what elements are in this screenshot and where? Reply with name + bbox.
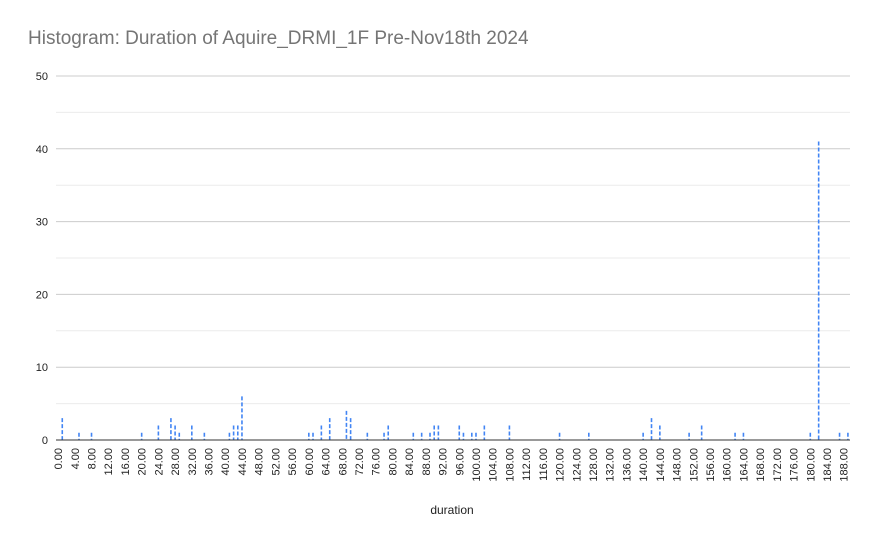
x-tick-label: 116.00 xyxy=(538,448,550,481)
x-tick-label: 84.00 xyxy=(404,448,416,476)
x-tick-label: 40.00 xyxy=(220,448,232,476)
x-tick-label: 152.00 xyxy=(688,448,700,482)
x-tick-label: 188.00 xyxy=(839,448,851,482)
x-tick-label: 48.00 xyxy=(254,448,266,476)
y-tick-label: 10 xyxy=(36,362,48,374)
x-tick-label: 72.00 xyxy=(354,448,366,476)
x-tick-label: 28.00 xyxy=(170,448,182,476)
x-tick-label: 156.00 xyxy=(705,448,717,482)
x-tick-label: 172.00 xyxy=(772,448,784,482)
x-tick-label: 80.00 xyxy=(387,448,399,476)
x-tick-label: 88.00 xyxy=(421,448,433,476)
y-tick-label: 50 xyxy=(36,71,48,83)
x-tick-label: 4.00 xyxy=(70,448,82,469)
x-tick-label: 124.00 xyxy=(571,448,583,482)
x-tick-label: 180.00 xyxy=(805,448,817,482)
x-tick-label: 16.00 xyxy=(120,448,132,476)
x-tick-label: 164.00 xyxy=(738,448,750,482)
x-tick-label: 104.00 xyxy=(488,448,500,482)
x-axis-label: duration xyxy=(430,503,473,517)
x-tick-label: 24.00 xyxy=(153,448,165,476)
x-tick-label: 52.00 xyxy=(270,448,282,476)
x-tick-label: 144.00 xyxy=(655,448,667,482)
x-tick-label: 44.00 xyxy=(237,448,249,476)
y-axis-ticks: 0 10 20 30 40 50 xyxy=(36,71,48,447)
y-tick-label: 30 xyxy=(36,217,48,229)
x-tick-label: 140.00 xyxy=(638,448,650,482)
x-tick-label: 112.00 xyxy=(521,448,533,481)
x-tick-label: 176.00 xyxy=(789,448,801,482)
x-tick-label: 20.00 xyxy=(137,448,149,476)
x-tick-label: 128.00 xyxy=(588,448,600,482)
x-tick-label: 76.00 xyxy=(371,448,383,476)
histogram-bars xyxy=(61,141,849,440)
grid-lines xyxy=(56,75,850,405)
y-tick-label: 20 xyxy=(36,289,48,301)
x-tick-label: 184.00 xyxy=(822,448,834,482)
y-tick-label: 0 xyxy=(42,435,48,447)
x-tick-label: 36.00 xyxy=(204,448,216,476)
x-axis-ticks: 0.00 4.00 8.00 12.00 16.00 20.00 24.00 28.00 32.… xyxy=(53,448,851,482)
x-tick-label: 100.00 xyxy=(471,448,483,482)
chart-title: Histogram: Duration of Aquire_DRMI_1F Pr… xyxy=(28,28,529,49)
x-tick-label: 160.00 xyxy=(722,448,734,482)
x-tick-label: 56.00 xyxy=(287,448,299,476)
x-tick-label: 168.00 xyxy=(755,448,767,482)
x-tick-label: 148.00 xyxy=(672,448,684,482)
x-tick-label: 132.00 xyxy=(605,448,617,482)
x-tick-label: 120.00 xyxy=(555,448,567,482)
x-tick-label: 60.00 xyxy=(304,448,316,476)
x-tick-label: 96.00 xyxy=(454,448,466,476)
x-tick-label: 32.00 xyxy=(187,448,199,476)
x-tick-label: 68.00 xyxy=(337,448,349,476)
x-tick-label: 92.00 xyxy=(438,448,450,476)
x-tick-label: 0.00 xyxy=(53,448,65,469)
y-tick-label: 40 xyxy=(36,144,48,156)
x-tick-label: 136.00 xyxy=(621,448,633,482)
x-tick-label: 64.00 xyxy=(321,448,333,476)
x-tick-label: 8.00 xyxy=(87,448,99,469)
x-tick-label: 108.00 xyxy=(504,448,516,482)
x-tick-label: 12.00 xyxy=(103,448,115,476)
